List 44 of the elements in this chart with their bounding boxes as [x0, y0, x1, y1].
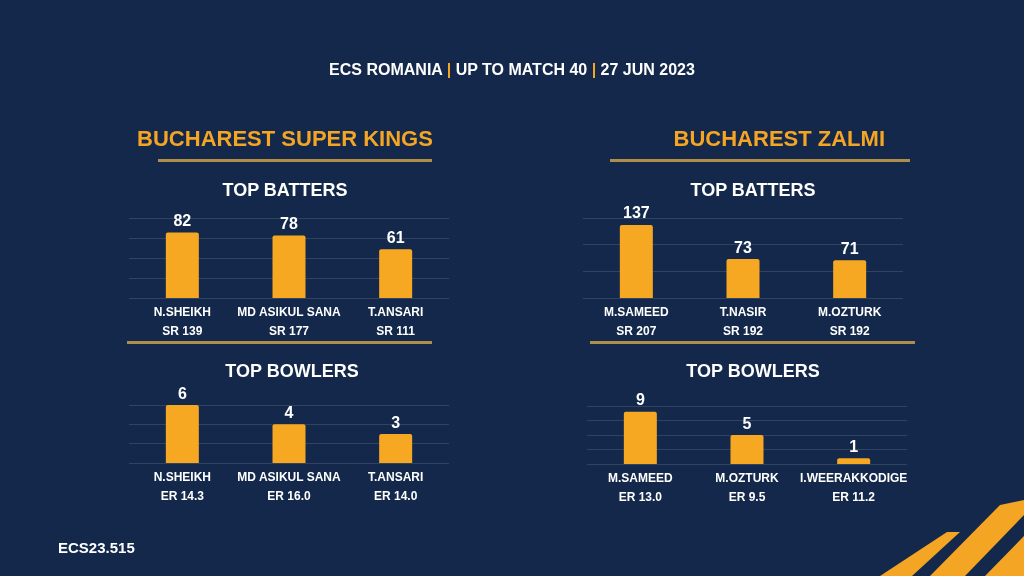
x-tick-label: T.ANSARI	[367, 470, 424, 484]
chart-subtitle: TOP BATTERS	[222, 180, 348, 200]
data-label: 137	[622, 204, 650, 222]
text: ER 16.0	[267, 489, 312, 503]
data-label: 6	[177, 384, 187, 402]
chart-subtitle: TOP BATTERS	[690, 180, 816, 200]
x-tick-label: M.SAMEED	[608, 471, 673, 485]
text: ER 14.3	[160, 489, 205, 503]
data-label: 5	[742, 414, 752, 432]
text: ER 9.5	[728, 490, 766, 504]
chart-title: TOP BOWLERS	[686, 361, 820, 381]
data-label: 9	[635, 391, 645, 409]
text: ECS ROMANIA | UP TO MATCH 40 | 27 JUN 2023	[329, 61, 695, 78]
x-tick-label: MD ASIKUL SANA	[237, 470, 341, 484]
x-tick-label: T.NASIR	[719, 305, 767, 319]
text: ER 14.0	[373, 489, 418, 503]
text: SR 207	[616, 324, 657, 338]
x-tick-label: M.OZTURK	[818, 305, 882, 319]
text: SR 192	[829, 324, 870, 338]
text: ECS23.515	[58, 539, 135, 556]
x-tick-label: N.SHEIKH	[153, 470, 212, 484]
chart-title: BUCHAREST SUPER KINGS	[137, 125, 433, 151]
data-label: 71	[840, 239, 859, 257]
text: ER 11.2	[832, 490, 876, 504]
x-tick-label: I.WEERAKKODIGE	[799, 471, 908, 485]
data-label: 78	[280, 215, 298, 233]
x-tick-label: N.SHEIKH	[153, 305, 212, 319]
data-label: 73	[734, 238, 752, 256]
chart-title: BUCHAREST ZALMI	[673, 125, 885, 151]
text: SR 192	[722, 324, 764, 338]
data-label: 1	[849, 437, 859, 455]
text: SR 111	[376, 324, 416, 338]
text: SR 139	[162, 324, 203, 338]
data-label: 61	[386, 228, 405, 246]
x-tick-label: T.ANSARI	[367, 305, 424, 319]
chart-title: TOP BOWLERS	[225, 361, 359, 381]
text: ER 13.0	[618, 490, 663, 504]
x-tick-label: M.SAMEED	[604, 305, 669, 319]
data-label: 3	[391, 413, 401, 431]
text: SR 177	[268, 324, 310, 338]
x-tick-label: M.OZTURK	[715, 471, 779, 485]
x-tick-label: MD ASIKUL SANA	[237, 305, 341, 319]
data-label: 4	[284, 403, 294, 421]
data-label: 82	[173, 211, 192, 229]
